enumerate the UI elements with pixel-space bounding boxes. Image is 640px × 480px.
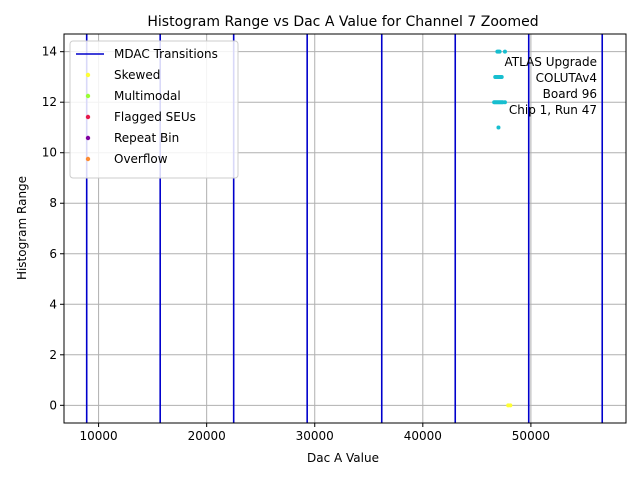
data-point (499, 74, 504, 79)
legend-label: Overflow (114, 152, 168, 166)
legend-swatch-repeat-bin (85, 135, 91, 141)
x-tick-label: 20000 (188, 429, 226, 443)
legend-label: MDAC Transitions (114, 47, 218, 61)
data-point-skewed (508, 403, 513, 408)
y-tick-label: 14 (42, 45, 57, 59)
x-tick-label: 40000 (404, 429, 442, 443)
x-axis-ticks: 10000 20000 30000 40000 50000 (79, 423, 550, 443)
legend-label: Multimodal (114, 89, 181, 103)
y-axis-ticks: 0 2 4 6 8 10 12 14 (42, 45, 64, 412)
legend: MDAC Transitions Skewed Multimodal Flagged … (69, 40, 239, 179)
legend-swatch-multimodal (85, 93, 91, 99)
y-tick-label: 6 (49, 247, 57, 261)
legend-swatch-flagged-seus (85, 114, 91, 120)
legend-label: Flagged SEUs (114, 110, 196, 124)
annotation-line: Board 96 (543, 87, 597, 101)
legend-swatch-overflow (85, 156, 91, 162)
x-tick-label: 10000 (79, 429, 117, 443)
legend-label: Repeat Bin (114, 131, 179, 145)
legend-swatch-skewed (85, 72, 91, 78)
y-axis-title: Histogram Range (15, 176, 29, 280)
run-annotation: ATLAS Upgrade COLUTAv4 Board 96 Chip 1, Run… (504, 55, 597, 117)
x-tick-label: 50000 (512, 429, 550, 443)
y-tick-label: 4 (49, 297, 57, 311)
y-tick-label: 8 (49, 196, 57, 210)
x-axis-title: Dac A Value (307, 451, 379, 465)
x-tick-label: 30000 (296, 429, 334, 443)
chart-title: Histogram Range vs Dac A Value for Chann… (147, 14, 538, 30)
y-tick-label: 10 (42, 146, 57, 160)
legend-frame (69, 40, 239, 179)
y-tick-label: 12 (42, 95, 57, 109)
y-tick-label: 2 (49, 348, 57, 362)
data-point (497, 49, 502, 54)
y-tick-label: 0 (49, 398, 57, 412)
data-points (492, 49, 513, 408)
data-point (496, 125, 501, 130)
annotation-line: ATLAS Upgrade (504, 55, 597, 69)
annotation-line: Chip 1, Run 47 (509, 103, 597, 117)
annotation-line: COLUTAv4 (536, 71, 597, 85)
legend-label: Skewed (114, 68, 160, 82)
data-point (502, 49, 507, 54)
data-point (502, 100, 507, 105)
plot-frame (63, 33, 627, 424)
